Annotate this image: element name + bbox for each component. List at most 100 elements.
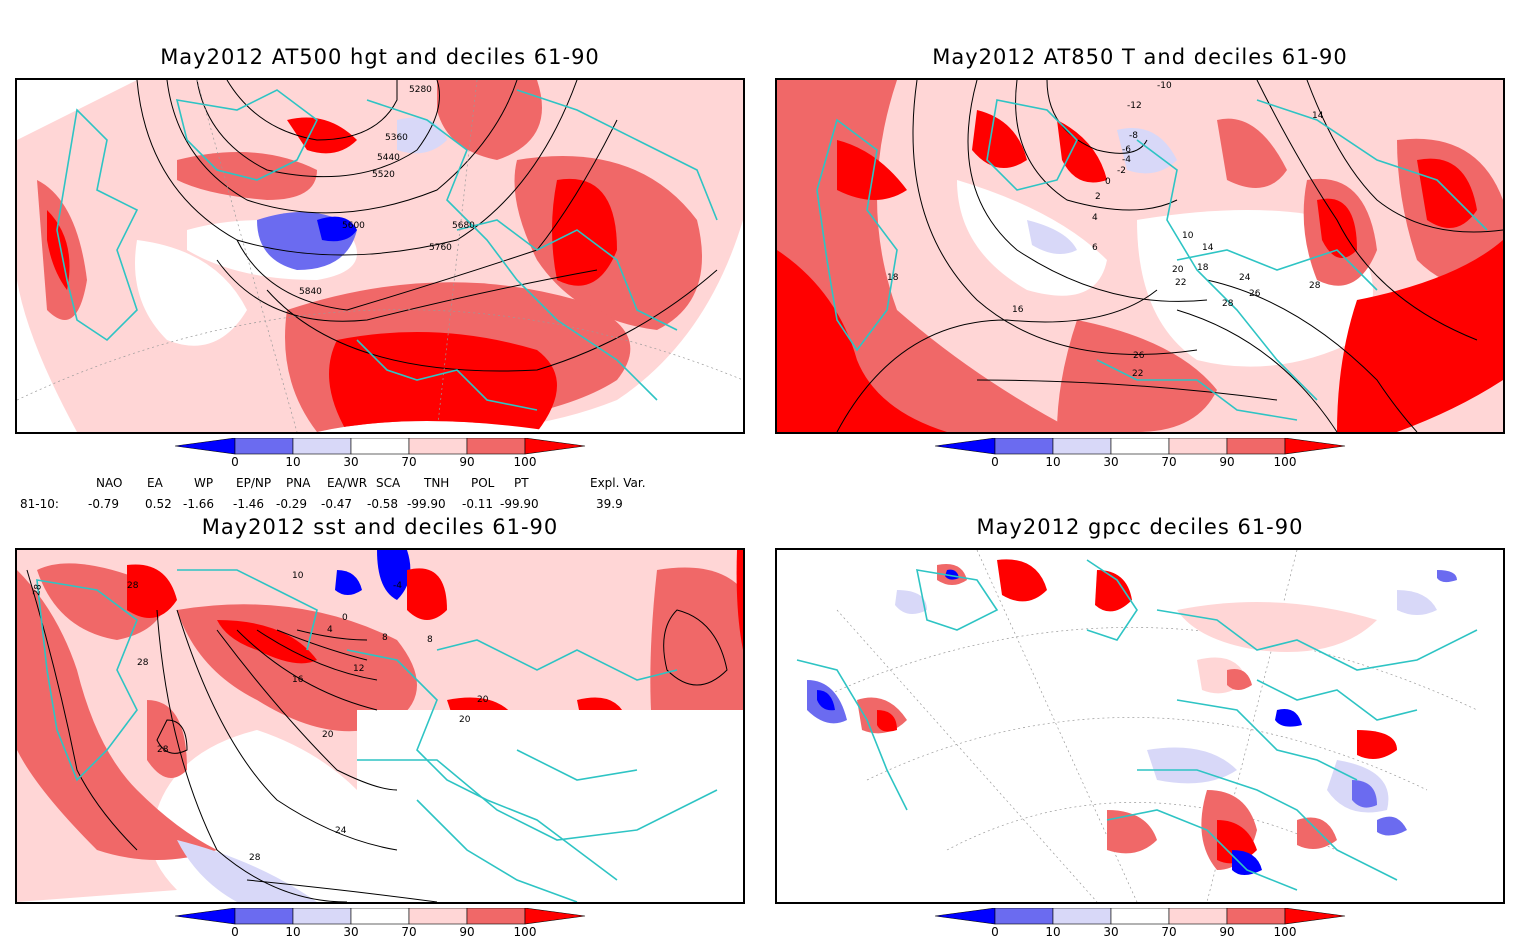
index-header-pt: PT — [514, 476, 529, 490]
contour-label: 20 — [477, 695, 489, 705]
index-value-eawr: -0.47 — [321, 497, 353, 511]
panel-title-t850: May2012 AT850 T and deciles 61-90 — [932, 45, 1348, 69]
map-t850: -10 -12 -8 -6 -4 -2 0 2 4 6 10 14 18 20 … — [777, 80, 1503, 432]
contour-label: 5360 — [385, 133, 408, 143]
index-header-pol: POL — [471, 476, 495, 490]
colorbar-hgt500: 0 10 30 70 90 100 — [174, 437, 595, 472]
colorbar-t850: 0 10 30 70 90 100 — [934, 437, 1355, 472]
contour-label: 28 — [32, 583, 44, 596]
contour-label: 14 — [1202, 243, 1214, 253]
colorbar-tick: 70 — [401, 925, 417, 939]
contour-label: 4 — [1092, 213, 1098, 223]
colorbar-svg — [174, 437, 586, 455]
colorbar-sst: 0 10 30 70 90 100 — [174, 907, 595, 942]
contour-label: 6 — [1092, 243, 1098, 253]
colorbar-tick: 10 — [1045, 455, 1061, 469]
contour-label: 20 — [1172, 265, 1184, 275]
contour-label: 2 — [1095, 192, 1101, 202]
contour-label: -4 — [1122, 155, 1131, 165]
colorbar-tick: 30 — [1103, 455, 1119, 469]
colorbar-tick: 90 — [459, 455, 475, 469]
map-hgt500: 5280 5360 5440 5520 5600 5680 5760 5840 — [17, 80, 743, 432]
contour-label: 28 — [137, 658, 149, 668]
index-value-tnh: -99.90 — [407, 497, 446, 511]
contour-label: 5680 — [452, 221, 475, 231]
colorbar-tick: 70 — [1161, 925, 1177, 939]
index-value-explvar: 39.9 — [596, 497, 623, 511]
colorbar-tick: 0 — [231, 455, 239, 469]
panel-title-gpcc: May2012 gpcc deciles 61-90 — [976, 515, 1304, 539]
index-header-pna: PNA — [286, 476, 311, 490]
contour-label: -10 — [1157, 81, 1172, 91]
index-header-ea: EA — [147, 476, 163, 490]
index-header-nao: NAO — [96, 476, 123, 490]
colorbar-tick: 10 — [285, 455, 301, 469]
contour-label: 28 — [1222, 299, 1234, 309]
colorbar-gpcc: 0 10 30 70 90 100 — [934, 907, 1355, 942]
colorbar-tick: 0 — [231, 925, 239, 939]
contour-label: 12 — [353, 664, 364, 674]
colorbar-tick: 30 — [1103, 925, 1119, 939]
contour-label: 16 — [1012, 305, 1024, 315]
colorbar-svg — [174, 907, 586, 925]
contour-label: 28 — [1309, 281, 1321, 291]
contour-label: -8 — [1129, 131, 1138, 141]
colorbar-tick: 90 — [1219, 925, 1235, 939]
index-value-nao: -0.79 — [88, 497, 120, 511]
index-value-ea: 0.52 — [145, 497, 172, 511]
contour-label: 18 — [1197, 263, 1209, 273]
contour-label: 22 — [1175, 278, 1186, 288]
map-panel-gpcc — [775, 548, 1505, 904]
index-row-label: 81-10: — [20, 497, 59, 511]
contour-label: -6 — [1122, 145, 1131, 155]
contour-label: 22 — [1132, 369, 1143, 379]
colorbar-tick: 90 — [459, 925, 475, 939]
contour-label: 10 — [1182, 231, 1194, 241]
contour-label: 28 — [127, 581, 139, 591]
contour-label: 16 — [292, 675, 304, 685]
contour-label: 24 — [1239, 273, 1251, 283]
index-header-eawr: EA/WR — [327, 476, 368, 490]
contour-label: 20 — [322, 730, 334, 740]
index-value-sca: -0.58 — [367, 497, 399, 511]
contour-label: 5600 — [342, 221, 365, 231]
colorbar-tick: 10 — [1045, 925, 1061, 939]
contour-label: 8 — [427, 635, 433, 645]
colorbar-tick: 100 — [513, 455, 537, 469]
contour-label: 4 — [327, 625, 333, 635]
contour-label: -12 — [1127, 101, 1142, 111]
map-panel-sst: 28 28 28 12 16 20 24 28 28 8 4 0 10 -4 8… — [15, 548, 745, 904]
contour-label: 5840 — [299, 287, 322, 297]
contour-label: 10 — [292, 571, 304, 581]
map-panel-t850: -10 -12 -8 -6 -4 -2 0 2 4 6 10 14 18 20 … — [775, 78, 1505, 434]
index-value-pt: -99.90 — [500, 497, 539, 511]
index-header-epnp: EP/NP — [236, 476, 272, 490]
contour-label: 5760 — [429, 243, 452, 253]
contour-label: 18 — [887, 273, 899, 283]
map-gpcc — [777, 550, 1503, 902]
colorbar-tick: 100 — [1273, 455, 1297, 469]
contour-label: 28 — [157, 745, 169, 755]
colorbar-tick: 30 — [343, 455, 359, 469]
index-value-epnp: -1.46 — [233, 497, 265, 511]
panel-title-sst: May2012 sst and deciles 61-90 — [201, 515, 559, 539]
contour-label: 24 — [335, 826, 347, 836]
colorbar-tick: 100 — [513, 925, 537, 939]
contour-label: 0 — [342, 613, 348, 623]
colorbar-tick: 0 — [991, 925, 999, 939]
contour-label: 26 — [1249, 289, 1261, 299]
colorbar-tick: 30 — [343, 925, 359, 939]
index-header-explvar: Expl. Var. — [590, 476, 646, 490]
index-value-pol: -0.11 — [462, 497, 494, 511]
contour-label: 0 — [1105, 177, 1111, 187]
colorbar-tick: 0 — [991, 455, 999, 469]
colorbar-svg — [934, 907, 1346, 925]
colorbar-tick: 10 — [285, 925, 301, 939]
index-header-tnh: TNH — [424, 476, 450, 490]
colorbar-tick: 100 — [1273, 925, 1297, 939]
index-header-wp: WP — [194, 476, 214, 490]
contour-label: 5280 — [409, 85, 432, 95]
contour-label: 28 — [249, 853, 261, 863]
colorbar-tick: 70 — [401, 455, 417, 469]
contour-label: 20 — [459, 715, 471, 725]
